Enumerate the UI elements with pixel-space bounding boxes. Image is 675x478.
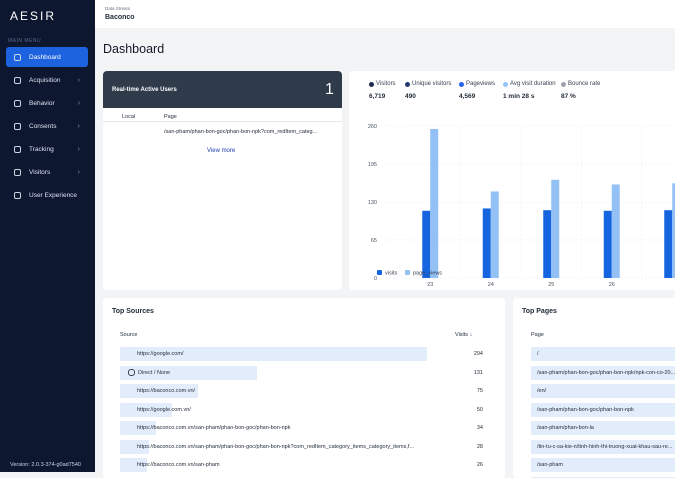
- column-header: Page: [164, 114, 177, 120]
- y-tick-label: 260: [368, 124, 377, 130]
- source-visits: 75: [433, 388, 483, 394]
- page-row-bg: [531, 384, 675, 398]
- page-title: Dashboard: [103, 42, 164, 56]
- chevron: ›: [78, 77, 80, 84]
- icon: [14, 123, 21, 130]
- menu-item[interactable]: User Experience: [6, 185, 88, 205]
- chart: 0 65 130 195 260 23 24 25 26 visits page_views: [349, 71, 675, 290]
- x-tick-label: 24: [488, 282, 494, 288]
- y-tick-label: 65: [371, 238, 377, 244]
- page-row-bg: [531, 347, 675, 361]
- legend-swatch: [405, 270, 410, 275]
- chevron: ›: [78, 146, 80, 153]
- table-header: [103, 111, 342, 122]
- bar: [422, 211, 430, 278]
- column-header: Source: [120, 332, 137, 338]
- sources-card: Top Sources Source Visits ↓ https://goog…: [103, 298, 505, 478]
- source-name[interactable]: https://baconco.com.vn/san-pham/phan-bon…: [137, 425, 290, 431]
- source-visits: 294: [433, 351, 483, 357]
- menu-label: Dashboard: [29, 54, 61, 61]
- page-path[interactable]: /: [537, 351, 539, 357]
- menu-label: Consents: [29, 123, 56, 130]
- stream-name[interactable]: Baconco: [105, 14, 135, 21]
- icon: [14, 192, 21, 199]
- pages-card: Top Pages Page / /san-pham/phan-bon-goc/p…: [513, 298, 675, 478]
- menu-section: MAIN MENU: [8, 38, 41, 44]
- column-header: Local: [122, 114, 135, 120]
- menu-item[interactable]: Tracking ›: [6, 139, 88, 159]
- bar: [551, 180, 559, 278]
- menu-label: Behavior: [29, 100, 55, 107]
- menu-item[interactable]: Acquisition ›: [6, 70, 88, 90]
- column-header[interactable]: Visits ↓: [455, 332, 472, 338]
- page-path[interactable]: /san-pham/phan-bon-goc/phan-bon-npk: [537, 407, 634, 413]
- x-tick-label: 25: [548, 282, 554, 288]
- icon: [14, 169, 21, 176]
- x-tick-label: 26: [609, 282, 615, 288]
- source-name[interactable]: https://baconco.com.vn/san-pham: [137, 462, 220, 468]
- menu-label: Acquisition: [29, 77, 60, 84]
- bar: [664, 210, 672, 278]
- x-tick-label: 23: [427, 282, 433, 288]
- source-visits: 26: [433, 462, 483, 468]
- menu-label: Tracking: [29, 146, 54, 153]
- page-path[interactable]: /en/: [537, 388, 546, 394]
- bar: [604, 211, 612, 278]
- bar: [430, 129, 438, 278]
- view-more[interactable]: View more: [207, 148, 235, 154]
- page-path[interactable]: /tin-tu-c-sa-kie-n/tinh-hinh-thi-truong-…: [537, 444, 672, 450]
- stream-label: Data Stream: [105, 6, 130, 11]
- bar: [543, 210, 551, 278]
- chevron: ›: [78, 123, 80, 130]
- source-name[interactable]: https://google.com.vn/: [137, 407, 191, 413]
- card-title: Top Sources: [112, 308, 154, 315]
- chevron: ›: [78, 169, 80, 176]
- menu-item[interactable]: Dashboard: [6, 47, 88, 67]
- realtime-count: 1: [325, 81, 334, 99]
- menu-item[interactable]: Visitors ›: [6, 162, 88, 182]
- y-tick-label: 130: [368, 200, 377, 206]
- menu-item[interactable]: Consents ›: [6, 116, 88, 136]
- logo: AESIR: [10, 9, 56, 23]
- source-visits: 34: [433, 425, 483, 431]
- link-icon: [128, 369, 135, 376]
- icon: [14, 146, 21, 153]
- page-path[interactable]: /san-pham: [537, 462, 563, 468]
- menu-label: Visitors: [29, 169, 50, 176]
- legend-label: page_views: [413, 271, 442, 277]
- bar: [491, 191, 499, 278]
- menu-item[interactable]: Behavior ›: [6, 93, 88, 113]
- top-bar: Data Stream Baconco: [95, 0, 675, 28]
- card-title: Top Pages: [522, 308, 557, 315]
- realtime-title: Real-time Active Users: [112, 87, 177, 93]
- y-tick-label: 0: [374, 276, 377, 282]
- page-path[interactable]: /san-pham/phan-bon-goc/phan-bon-npk/npk-…: [537, 370, 675, 376]
- icon: [14, 100, 21, 107]
- column-header: Page: [531, 332, 544, 338]
- source-name[interactable]: https://baconco.com.vn/san-pham/phan-bon…: [137, 444, 414, 450]
- cell: /san-pham/phan-bon-goc/phan-bon-npk?com_…: [164, 129, 317, 135]
- legend-swatch: [377, 270, 382, 275]
- icon: [14, 54, 21, 61]
- page-path[interactable]: /san-pham/phan-bon-la: [537, 425, 594, 431]
- source-visits: 131: [433, 370, 483, 376]
- source-name[interactable]: https://google.com/: [137, 351, 183, 357]
- source-name[interactable]: https://baconco.com.vn/: [137, 388, 195, 394]
- chevron: ›: [78, 100, 80, 107]
- version: Version: 2.0.3-374-g0ad7540: [10, 462, 81, 468]
- source-visits: 28: [433, 444, 483, 450]
- bar: [612, 184, 620, 278]
- realtime-card: Real-time Active Users 1 Local Page /san…: [103, 71, 342, 290]
- legend-label: visits: [385, 271, 397, 277]
- source-name[interactable]: Direct / None: [138, 370, 170, 376]
- source-visits: 50: [433, 407, 483, 413]
- icon: [14, 77, 21, 84]
- menu-label: User Experience: [29, 192, 77, 199]
- y-tick-label: 195: [368, 162, 377, 168]
- bar: [483, 208, 491, 278]
